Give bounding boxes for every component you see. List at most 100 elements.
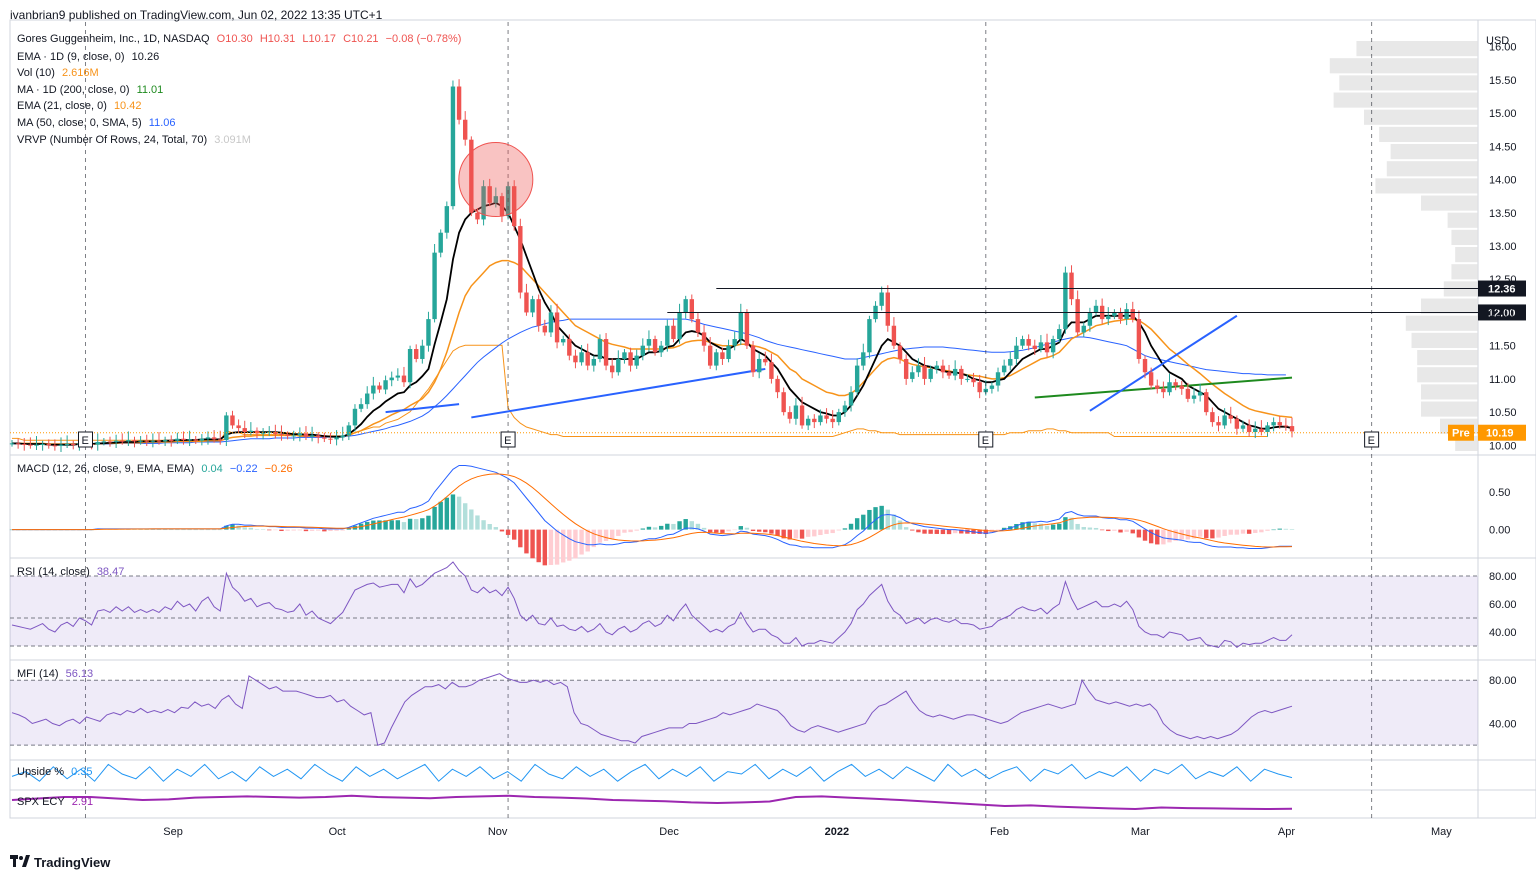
candle-body [113,440,119,443]
macd-histogram-bar [132,529,137,530]
legend-ma50-row[interactable]: MA (50, close, 0, SMA, 5) 11.06 [17,117,180,129]
macd-histogram-bar [512,529,517,540]
candle-body [842,405,848,413]
spx-ecy-line [11,794,1293,811]
candle-body [1118,312,1123,320]
macd-histogram-bar [818,529,823,536]
legend-rsi-label: RSI (14, close) [17,566,90,578]
macd-histogram-bar [456,496,462,530]
candle-body [242,428,247,433]
x-axis-tick: Mar [1131,826,1150,838]
legend-upside-label: Upside % [17,766,65,778]
macd-histogram-bar [334,529,339,531]
macd-histogram-bar [1259,529,1264,533]
candle-body [1259,428,1264,433]
macd-histogram-bar [946,529,952,535]
candle-body [885,292,890,326]
macd-histogram-bar [414,519,419,530]
legend-vol-row[interactable]: Vol (10) 2.616M [17,67,103,79]
candle-body [634,355,639,366]
earnings-marker-label: E [81,435,88,447]
legend-ema9-row[interactable]: EMA · 1D (9, close, 0) 10.26 [17,51,163,63]
macd-axis-tick: 0.50 [1489,487,1510,499]
macd-histogram-bar [1050,524,1056,530]
candle-body [1277,422,1282,426]
legend-mfi-row[interactable]: MFI (14) 56.13 [17,668,97,680]
legend-upside-row[interactable]: Upside % 0.35 [17,766,97,778]
candle-body [1093,305,1099,313]
candle-body [187,439,192,441]
macd-histogram-bar [1253,529,1258,533]
macd-histogram-bar [1289,528,1295,530]
candle-body [671,325,676,340]
candle-body [1081,325,1086,333]
candle-body [830,418,835,423]
macd-histogram-bar [799,529,805,539]
legend-open: O10.30 [216,33,253,45]
candle-body [1069,272,1074,300]
macd-histogram-bar [426,515,431,530]
macd-histogram-bar [1204,529,1209,539]
volume-profile-bar [1455,247,1478,263]
legend-spx-row[interactable]: SPX ECY 2.91 [17,796,97,808]
candle-body [1228,415,1233,419]
macd-histogram-bar [609,529,615,539]
candle-body [848,392,854,406]
macd-histogram-bar [952,529,958,534]
candle-body [383,380,388,390]
candle-body [291,435,296,437]
macd-histogram-bar [1283,528,1289,530]
macd-histogram-bar [658,525,664,530]
macd-histogram-bar [346,528,352,530]
earnings-marker-label: E [1368,435,1375,447]
price-axis-tick: 14.50 [1489,141,1517,153]
legend-vrvp-row[interactable]: VRVP (Number Of Rows, 24, Total, 70) 3.0… [17,134,255,146]
legend-rsi-row[interactable]: RSI (14, close) 38.47 [17,566,128,578]
macd-histogram-bar [444,497,450,530]
macd-histogram-bar [328,529,333,532]
macd-histogram-bar [279,529,284,532]
macd-histogram-bar [420,518,425,530]
volume-profile-bar [1421,401,1478,417]
candle-body [401,375,407,383]
candle-body [616,358,621,373]
candle-body [603,339,609,366]
volume-profile-bar [1451,264,1478,280]
macd-histogram-bar [1001,527,1007,530]
candle-body [995,372,1001,386]
candle-body [646,339,652,346]
highlight-circle [458,142,534,218]
legend-ema21-row[interactable]: EMA (21, close, 0) 10.42 [17,100,145,112]
candle-body [879,292,884,306]
rsi-axis-tick: 80.00 [1489,571,1517,583]
candle-body [567,339,572,356]
legend-macd-row[interactable]: MACD (12, 26, close, 9, EMA, EMA) 0.04 −… [17,463,297,475]
macd-histogram-bar [1087,527,1093,530]
macd-histogram-bar [756,529,762,532]
candle-body [781,392,786,413]
legend-rsi-value: 38.47 [96,566,125,578]
macd-histogram-bar [371,520,376,530]
candle-body [1044,342,1050,353]
macd-histogram-bar [1155,529,1160,545]
legend-symbol[interactable]: Gores Guggenheim, Inc., 1D, NASDAQ [17,33,210,45]
candle-body [389,377,394,381]
candle-body [1130,309,1135,320]
candle-body [254,430,260,434]
candle-body [959,368,964,379]
legend-ma200-row[interactable]: MA · 1D (200, close, 0) 11.01 [17,84,167,96]
candle-body [365,393,370,405]
mfi-band [10,680,1478,746]
candle-body [683,299,688,313]
candle-body [334,437,339,440]
macd-histogram-bar [1130,529,1135,534]
candle-body [867,319,872,353]
macd-histogram-bar [922,529,927,534]
candle-body [940,365,946,373]
candle-body [665,325,670,346]
footer-brand[interactable]: TradingView [10,855,110,870]
candle-body [756,358,762,373]
macd-histogram-bar [340,529,345,531]
macd-histogram-bar [248,527,254,530]
macd-histogram-bar [689,521,695,530]
